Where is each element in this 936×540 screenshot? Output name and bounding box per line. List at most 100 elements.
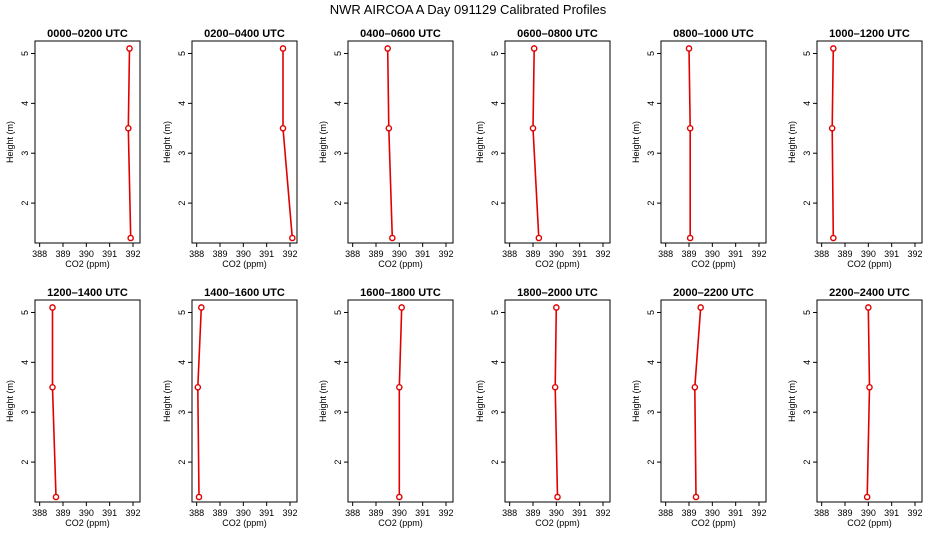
x-tick-label: 390	[549, 249, 564, 259]
plot-frame	[504, 299, 611, 503]
series-line	[127, 48, 132, 239]
data-point	[697, 304, 704, 311]
y-tick-label: 2	[177, 460, 187, 465]
panel-title: 2200–2400 UTC	[829, 287, 910, 299]
x-tick-label: 392	[438, 249, 453, 259]
y-tick-label: 4	[802, 101, 812, 106]
y-axis-label: Height (m)	[318, 380, 328, 422]
panel-10: 2000–2200 UTC 388 389 390 391 392 2 3 4 5 CO2 (ppm…	[631, 287, 767, 528]
x-axis-label: CO2 (ppm)	[65, 259, 110, 269]
series-line	[693, 307, 702, 498]
panel-1: 0200–0400 UTC 388 389 390 391 392 2 3 4 5 CO2 (ppm…	[162, 28, 298, 269]
x-tick-label: 391	[884, 249, 899, 259]
x-tick-label: 390	[549, 508, 564, 518]
x-tick-label: 392	[125, 249, 140, 259]
data-point	[865, 304, 872, 311]
x-tick-label: 389	[212, 508, 227, 518]
panel-title: 2000–2200 UTC	[673, 287, 754, 299]
data-point	[194, 383, 202, 391]
data-point	[828, 124, 836, 132]
data-point	[49, 304, 56, 311]
x-tick-label: 392	[595, 249, 610, 259]
panel-title: 0000–0200 UTC	[47, 28, 128, 40]
panel-4: 0800–1000 UTC 388 389 390 391 392 2 3 4 5 CO2 (ppm…	[631, 28, 767, 269]
data-point	[125, 124, 132, 132]
series-line	[532, 48, 540, 239]
data-point	[389, 234, 396, 242]
y-tick-label: 5	[646, 310, 656, 315]
panel-5: 1000–1200 UTC 388 389 390 391 392 2 3 4 5 CO2 (ppm…	[787, 28, 923, 269]
y-tick-label: 5	[177, 51, 187, 56]
y-tick-label: 3	[333, 410, 343, 415]
y-tick-label: 5	[490, 310, 500, 315]
panel-11: 2200–2400 UTC 388 389 390 391 392 2 3 4 5 CO2 (ppm…	[787, 287, 923, 528]
y-tick-label: 3	[646, 151, 656, 156]
y-tick-label: 4	[333, 360, 343, 365]
series-line	[554, 307, 559, 498]
y-tick-label: 3	[802, 151, 812, 156]
x-tick-label: 389	[837, 249, 852, 259]
plot-frame	[504, 40, 611, 244]
panel-title: 1200–1400 UTC	[47, 287, 128, 299]
y-tick-label: 3	[177, 151, 187, 156]
data-point	[553, 304, 560, 311]
panel-title: 1600–1800 UTC	[360, 287, 441, 299]
x-tick-label: 391	[415, 249, 430, 259]
y-axis-label: Height (m)	[5, 121, 15, 163]
y-tick-label: 4	[802, 360, 812, 365]
data-point	[686, 234, 694, 242]
x-axis-label: CO2 (ppm)	[378, 518, 423, 528]
x-tick-label: 392	[751, 249, 766, 259]
panel-6: 1200–1400 UTC 388 389 390 391 392 2 3 4 5 CO2 (ppm…	[5, 287, 141, 528]
x-tick-label: 391	[415, 508, 430, 518]
x-tick-label: 390	[705, 508, 720, 518]
y-axis-label: Height (m)	[318, 121, 328, 163]
x-tick-label: 389	[368, 508, 383, 518]
x-tick-label: 388	[189, 508, 204, 518]
data-point	[289, 234, 296, 242]
y-tick-label: 5	[333, 310, 343, 315]
panel-title: 1000–1200 UTC	[829, 28, 910, 40]
x-tick-label: 388	[189, 249, 204, 259]
y-axis-label: Height (m)	[787, 121, 797, 163]
x-tick-label: 390	[79, 249, 94, 259]
data-point	[385, 124, 393, 132]
y-tick-label: 3	[490, 410, 500, 415]
y-axis-label: Height (m)	[475, 121, 485, 163]
x-axis-label: CO2 (ppm)	[847, 259, 892, 269]
x-tick-label: 391	[102, 508, 117, 518]
x-tick-label: 391	[884, 508, 899, 518]
data-point	[551, 383, 559, 391]
data-point	[396, 493, 403, 501]
data-point	[195, 493, 203, 501]
plot-frame	[816, 40, 923, 244]
x-tick-label: 392	[125, 508, 140, 518]
x-tick-label: 391	[572, 249, 587, 259]
plot-frame	[191, 40, 298, 244]
x-tick-label: 388	[814, 508, 829, 518]
y-axis-label: Height (m)	[5, 380, 15, 422]
plot-frame	[191, 299, 298, 503]
y-tick-label: 5	[490, 51, 500, 56]
y-tick-label: 4	[177, 101, 187, 106]
x-tick-label: 390	[236, 508, 251, 518]
x-tick-label: 391	[259, 508, 274, 518]
panel-0: 0000–0200 UTC 388 389 390 391 392 2 3 4 5 CO2 (ppm…	[5, 28, 141, 269]
data-point	[685, 45, 693, 52]
x-tick-label: 388	[814, 249, 829, 259]
y-tick-label: 4	[177, 360, 187, 365]
series-line	[688, 48, 692, 238]
x-axis-label: CO2 (ppm)	[691, 259, 736, 269]
x-tick-label: 392	[282, 508, 297, 518]
x-tick-label: 388	[32, 249, 47, 259]
panel-title: 0200–0400 UTC	[204, 28, 285, 40]
data-point	[52, 493, 60, 501]
x-axis-label: CO2 (ppm)	[222, 518, 267, 528]
y-tick-label: 4	[20, 360, 30, 365]
data-point	[691, 383, 699, 391]
x-tick-label: 389	[525, 249, 540, 259]
y-tick-label: 4	[20, 101, 30, 106]
y-tick-label: 5	[20, 310, 30, 315]
data-point	[126, 45, 133, 52]
